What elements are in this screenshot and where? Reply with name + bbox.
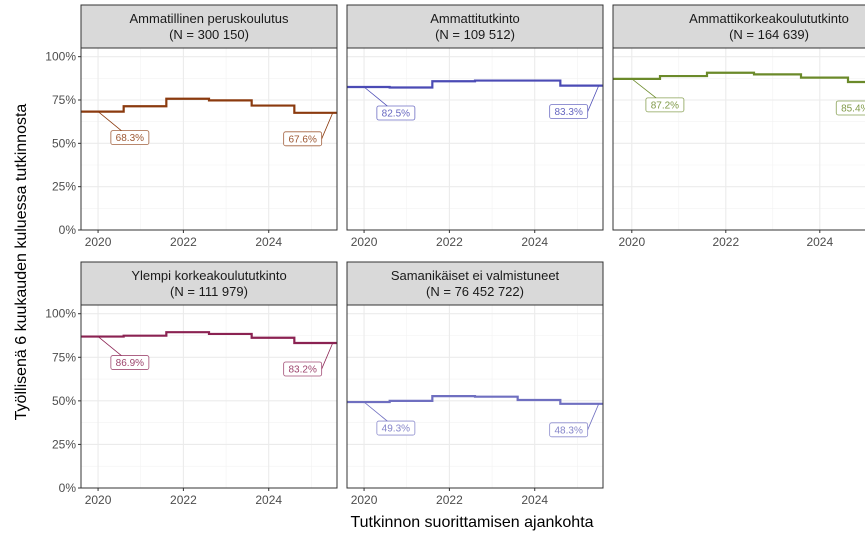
series-step-line <box>81 97 337 114</box>
value-label: 83.3% <box>554 107 582 118</box>
value-label: 67.6% <box>288 134 316 145</box>
panel-border <box>612 47 865 231</box>
value-label-box <box>376 420 416 436</box>
series-step-line <box>347 79 603 89</box>
value-label-box <box>835 100 865 116</box>
value-label-box <box>645 97 685 113</box>
facet-strip <box>80 261 338 306</box>
facet-title: Ylempi korkeakoulututkinto <box>131 268 286 283</box>
x-tick-label: 2022 <box>712 235 739 249</box>
y-tick-label: 75% <box>52 350 76 364</box>
facet-title: Ammatillinen peruskoulutus <box>130 11 289 26</box>
facet-panel: Ammatillinen peruskoulutus(N = 300 150) 6… <box>45 4 338 249</box>
label-leader-line <box>321 112 334 139</box>
value-label-box <box>283 361 323 377</box>
facet-panel: Ammattikorkeakoulututkinto(N = 164 639) 8… <box>612 4 865 249</box>
facet-strip <box>80 4 338 49</box>
facet-subtitle: (N = 300 150) <box>169 27 249 42</box>
value-label: 83.2% <box>288 364 316 375</box>
value-label-box <box>283 131 323 147</box>
y-tick-label: 0% <box>59 223 77 237</box>
series-step-line <box>347 395 603 405</box>
value-label: 87.2% <box>651 100 679 111</box>
x-tick-label: 2022 <box>436 493 463 507</box>
facet-title: Samanikäiset ei valmistuneet <box>391 268 560 283</box>
y-tick-label: 100% <box>45 307 76 321</box>
x-tick-label: 2024 <box>255 493 282 507</box>
value-label: 49.3% <box>382 424 410 435</box>
series-step-line <box>613 71 865 84</box>
y-tick-label: 25% <box>52 437 76 451</box>
facet-title: Ammattitutkinto <box>430 11 520 26</box>
value-label: 82.5% <box>382 109 410 120</box>
y-tick-label: 25% <box>52 180 76 194</box>
x-tick-label: 2024 <box>521 235 548 249</box>
label-leader-line <box>587 85 600 112</box>
x-axis-title: Tutkinnon suorittamisen ajankohta <box>350 514 593 531</box>
facet-subtitle: (N = 76 452 722) <box>426 284 524 299</box>
panel-border <box>80 304 338 489</box>
x-tick-label: 2022 <box>170 493 197 507</box>
value-label: 48.3% <box>554 425 582 436</box>
value-label-box <box>110 355 150 370</box>
x-tick-label: 2024 <box>255 235 282 249</box>
panel-border <box>80 47 338 231</box>
panel-border <box>346 304 604 489</box>
facet-subtitle: (N = 109 512) <box>435 27 515 42</box>
value-label-box <box>110 130 150 146</box>
y-tick-label: 50% <box>52 394 76 408</box>
y-tick-label: 0% <box>59 481 77 495</box>
label-leader-line <box>321 342 334 370</box>
panel-background <box>613 48 865 230</box>
x-tick-label: 2020 <box>85 235 112 249</box>
facet-panel: Ammattitutkinto(N = 109 512) 82.5% 83.3% 20… <box>346 4 604 249</box>
panel-border <box>346 47 604 231</box>
value-label-box <box>376 105 416 121</box>
panel-background <box>347 48 603 230</box>
x-tick-label: 2024 <box>521 493 548 507</box>
value-label-box <box>549 422 589 438</box>
series-step-line <box>81 331 337 345</box>
x-tick-label: 2020 <box>618 235 645 249</box>
y-tick-label: 100% <box>45 50 76 64</box>
label-leader-line <box>587 403 600 430</box>
facet-panel: Ylempi korkeakoulututkinto(N = 111 979) 8… <box>45 261 338 507</box>
value-label: 68.3% <box>116 133 144 144</box>
y-axis-title: Työllisenä 6 kuukauden kuluessa tutkinno… <box>13 104 30 421</box>
x-tick-label: 2022 <box>436 235 463 249</box>
facet-subtitle: (N = 111 979) <box>170 284 248 299</box>
value-label: 85.4% <box>841 103 865 114</box>
x-tick-label: 2022 <box>170 235 197 249</box>
value-label-box <box>549 104 589 120</box>
x-tick-label: 2020 <box>85 493 112 507</box>
facet-strip <box>612 4 865 49</box>
x-tick-label: 2024 <box>806 235 833 249</box>
x-tick-label: 2020 <box>351 493 378 507</box>
facet-subtitle: (N = 164 639) <box>729 27 809 42</box>
y-tick-label: 50% <box>52 136 76 150</box>
facet-title: Ammattikorkeakoulututkinto <box>689 11 849 26</box>
value-label: 86.9% <box>116 358 144 369</box>
y-tick-label: 75% <box>52 93 76 107</box>
facet-panel: Samanikäiset ei valmistuneet(N = 76 452 … <box>346 261 604 507</box>
x-tick-label: 2020 <box>351 235 378 249</box>
